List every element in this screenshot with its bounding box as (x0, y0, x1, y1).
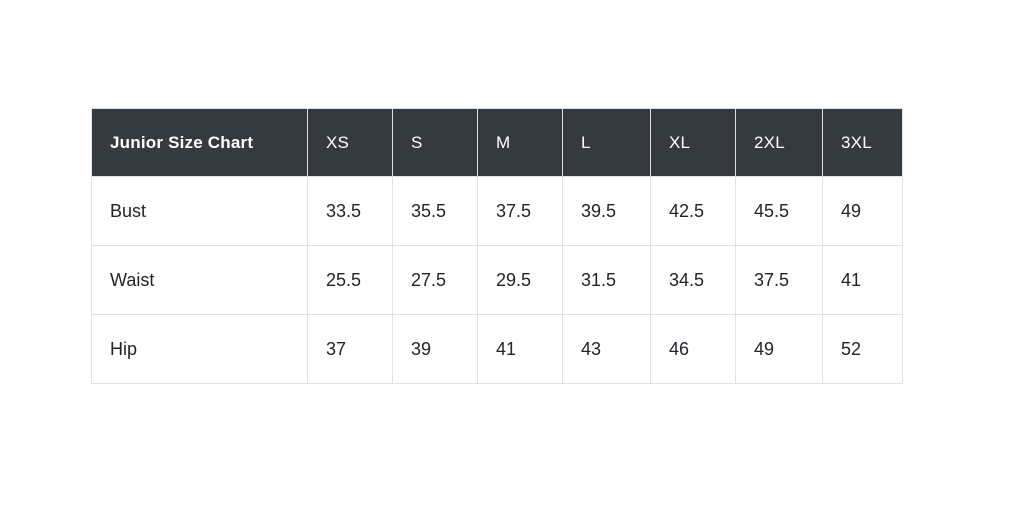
waist-xl-cell: 34.5 (650, 245, 736, 315)
junior-size-chart-table: Junior Size Chart XS S M L XL 2XL 3XL Bu… (91, 108, 903, 384)
size-chart-container: Junior Size Chart XS S M L XL 2XL 3XL Bu… (91, 108, 903, 384)
bust-3xl-cell: 49 (822, 176, 903, 246)
row-label-hip: Hip (91, 314, 308, 384)
waist-3xl-cell: 41 (822, 245, 903, 315)
hip-s-cell: 39 (392, 314, 478, 384)
bust-s-cell: 35.5 (392, 176, 478, 246)
column-header-xs: XS (307, 108, 393, 177)
hip-2xl-cell: 49 (735, 314, 823, 384)
table-title: Junior Size Chart (91, 108, 308, 177)
hip-m-cell: 41 (477, 314, 563, 384)
waist-s-cell: 27.5 (392, 245, 478, 315)
waist-l-cell: 31.5 (562, 245, 651, 315)
table-row-waist: Waist 25.5 27.5 29.5 31.5 34.5 37.5 41 (91, 245, 903, 315)
table-header-row: Junior Size Chart XS S M L XL 2XL 3XL (91, 108, 903, 177)
waist-2xl-cell: 37.5 (735, 245, 823, 315)
bust-xs-cell: 33.5 (307, 176, 393, 246)
bust-l-cell: 39.5 (562, 176, 651, 246)
row-label-bust: Bust (91, 176, 308, 246)
bust-m-cell: 37.5 (477, 176, 563, 246)
column-header-xl: XL (650, 108, 736, 177)
hip-3xl-cell: 52 (822, 314, 903, 384)
bust-2xl-cell: 45.5 (735, 176, 823, 246)
column-header-m: M (477, 108, 563, 177)
waist-m-cell: 29.5 (477, 245, 563, 315)
row-label-waist: Waist (91, 245, 308, 315)
hip-xl-cell: 46 (650, 314, 736, 384)
table-row-hip: Hip 37 39 41 43 46 49 52 (91, 314, 903, 384)
column-header-3xl: 3XL (822, 108, 903, 177)
hip-xs-cell: 37 (307, 314, 393, 384)
column-header-2xl: 2XL (735, 108, 823, 177)
waist-xs-cell: 25.5 (307, 245, 393, 315)
bust-xl-cell: 42.5 (650, 176, 736, 246)
table-row-bust: Bust 33.5 35.5 37.5 39.5 42.5 45.5 49 (91, 176, 903, 246)
hip-l-cell: 43 (562, 314, 651, 384)
column-header-l: L (562, 108, 651, 177)
column-header-s: S (392, 108, 478, 177)
